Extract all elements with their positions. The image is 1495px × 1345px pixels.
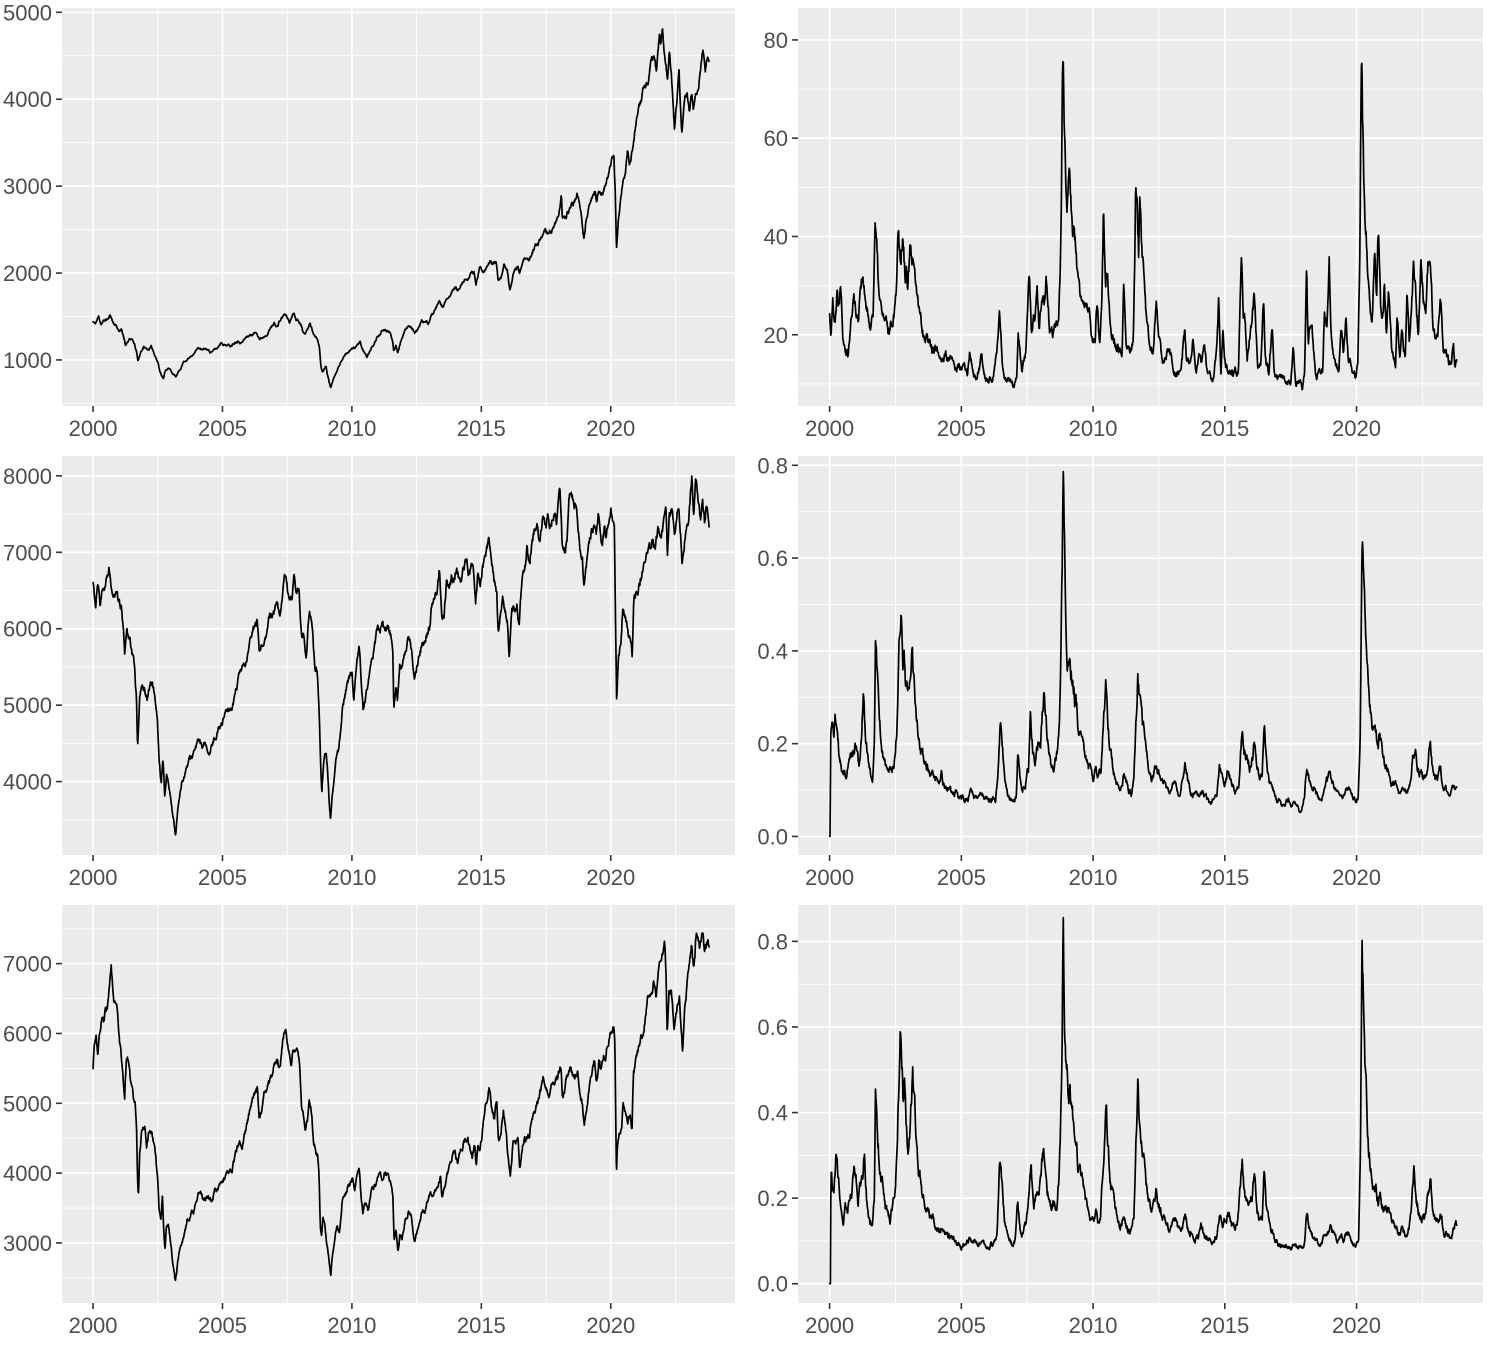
y-axis-tick-label: 40 <box>764 224 788 249</box>
series-line <box>828 916 1458 1285</box>
x-axis-tick-label: 2020 <box>1332 1313 1381 1338</box>
y-axis-tick-label: 2000 <box>3 261 52 286</box>
y-axis-tick-label: 6000 <box>3 617 52 642</box>
y-axis-tick-label: 7000 <box>3 952 52 977</box>
x-axis-tick-label: 2015 <box>1200 416 1249 441</box>
x-axis-tick-label: 2000 <box>805 416 854 441</box>
y-axis-tick-label: 6000 <box>3 1021 52 1046</box>
plot-background <box>62 8 735 406</box>
major-gridlines <box>62 456 735 855</box>
y-axis-tick-label: 0.0 <box>757 1272 788 1297</box>
y-axis-tick-label: 4000 <box>3 87 52 112</box>
x-axis-tick-label: 2020 <box>586 1313 635 1338</box>
x-axis-tick-label: 2000 <box>805 865 854 890</box>
series-line <box>92 932 710 1282</box>
line-chart-top-left: 2000 2005 2010 2015 2020 1000 2000 3000 4000 5000 <box>3 0 735 441</box>
y-axis-tick-label: 20 <box>764 323 788 348</box>
x-axis-tick-label: 2000 <box>69 1313 118 1338</box>
y-axis-tick-label: 3000 <box>3 1231 52 1256</box>
minor-gridlines <box>62 456 735 855</box>
series-line <box>92 475 710 836</box>
y-axis-tick-label: 5000 <box>3 693 52 718</box>
y-axis-tick-label: 1000 <box>3 348 52 373</box>
y-axis-tick-label: 5000 <box>3 0 52 25</box>
panel-middle-right-volatility-series: 2000 2005 2010 2015 2020 0.0 0.2 0.4 0.6 0.8 <box>747 448 1495 897</box>
panel-bottom-right-volatility-series: 2000 2005 2010 2015 2020 0.0 0.2 0.4 0.6 0.8 <box>747 897 1495 1345</box>
y-axis-tick-label: 0.2 <box>757 732 788 757</box>
series-line <box>828 470 1458 838</box>
y-axis-tick-label: 4000 <box>3 770 52 795</box>
x-axis-tick-label: 2005 <box>937 1313 986 1338</box>
x-axis-tick-label: 2005 <box>198 1313 247 1338</box>
x-axis-tick-label: 2005 <box>937 416 986 441</box>
panel-top-left-price-series: 2000 2005 2010 2015 2020 1000 2000 3000 4000 5000 <box>0 0 747 448</box>
x-axis-tick-label: 2020 <box>586 416 635 441</box>
y-axis-tick-label: 0.0 <box>757 824 788 849</box>
x-axis-tick-label: 2020 <box>1332 416 1381 441</box>
plot-background <box>798 456 1483 855</box>
axis-tick-marks <box>56 11 612 412</box>
y-axis-tick-label: 8000 <box>3 464 52 489</box>
line-chart-middle-left: 2000 2005 2010 2015 2020 4000 5000 6000 7000 8000 <box>3 456 735 890</box>
major-gridlines <box>62 8 735 406</box>
axis-tick-marks <box>56 962 612 1309</box>
line-chart-bottom-right: 2000 2005 2010 2015 2020 0.0 0.2 0.4 0.6 0.8 <box>757 905 1483 1338</box>
plot-background <box>798 905 1483 1303</box>
panel-top-right-volatility-series: 2000 2005 2010 2015 2020 20 40 60 80 <box>747 0 1495 448</box>
x-axis-tick-label: 2000 <box>69 865 118 890</box>
y-axis-tick-label: 80 <box>764 28 788 53</box>
x-axis-tick-label: 2005 <box>198 865 247 890</box>
line-chart-bottom-left: 2000 2005 2010 2015 2020 3000 4000 5000 6000 7000 <box>3 905 735 1338</box>
major-gridlines <box>798 905 1483 1303</box>
series-line <box>92 28 710 389</box>
x-axis-tick-label: 2010 <box>1069 416 1118 441</box>
axis-tick-marks <box>792 39 1358 412</box>
x-axis-tick-label: 2005 <box>198 416 247 441</box>
x-axis-tick-label: 2010 <box>327 416 376 441</box>
x-axis-tick-label: 2010 <box>327 865 376 890</box>
minor-gridlines <box>798 456 1483 855</box>
panel-bottom-left-price-series: 2000 2005 2010 2015 2020 3000 4000 5000 6000 7000 <box>0 897 747 1345</box>
x-axis-tick-label: 2000 <box>69 416 118 441</box>
y-axis-tick-label: 60 <box>764 126 788 151</box>
x-axis-tick-label: 2020 <box>1332 865 1381 890</box>
plot-background <box>62 456 735 855</box>
axis-tick-marks <box>792 464 1358 861</box>
x-axis-tick-label: 2010 <box>1069 1313 1118 1338</box>
x-axis-tick-label: 2020 <box>586 865 635 890</box>
line-chart-middle-right: 2000 2005 2010 2015 2020 0.0 0.2 0.4 0.6 0.8 <box>757 453 1483 890</box>
minor-gridlines <box>62 905 735 1303</box>
x-axis-tick-label: 2005 <box>937 865 986 890</box>
x-axis-tick-label: 2010 <box>327 1313 376 1338</box>
x-axis-tick-label: 2015 <box>457 1313 506 1338</box>
axis-tick-marks <box>792 940 1358 1309</box>
y-axis-tick-label: 0.6 <box>757 546 788 571</box>
y-axis-tick-label: 0.2 <box>757 1186 788 1211</box>
y-axis-tick-label: 4000 <box>3 1161 52 1186</box>
x-axis-tick-label: 2015 <box>457 865 506 890</box>
y-axis-tick-label: 5000 <box>3 1091 52 1116</box>
x-axis-tick-label: 2000 <box>805 1313 854 1338</box>
x-axis-tick-label: 2010 <box>1069 865 1118 890</box>
x-axis-tick-label: 2015 <box>457 416 506 441</box>
x-axis-tick-label: 2015 <box>1200 1313 1249 1338</box>
y-axis-tick-label: 0.6 <box>757 1015 788 1040</box>
y-axis-tick-label: 0.4 <box>757 639 788 664</box>
minor-gridlines <box>62 8 735 406</box>
series-line <box>828 60 1458 391</box>
panel-middle-left-price-series: 2000 2005 2010 2015 2020 4000 5000 6000 7000 8000 <box>0 448 747 897</box>
y-axis-tick-label: 7000 <box>3 540 52 565</box>
y-axis-tick-label: 3000 <box>3 174 52 199</box>
y-axis-tick-label: 0.4 <box>757 1101 788 1126</box>
axis-tick-marks <box>56 475 612 861</box>
y-axis-tick-label: 0.8 <box>757 453 788 478</box>
y-axis-tick-label: 0.8 <box>757 929 788 954</box>
x-axis-tick-label: 2015 <box>1200 865 1249 890</box>
